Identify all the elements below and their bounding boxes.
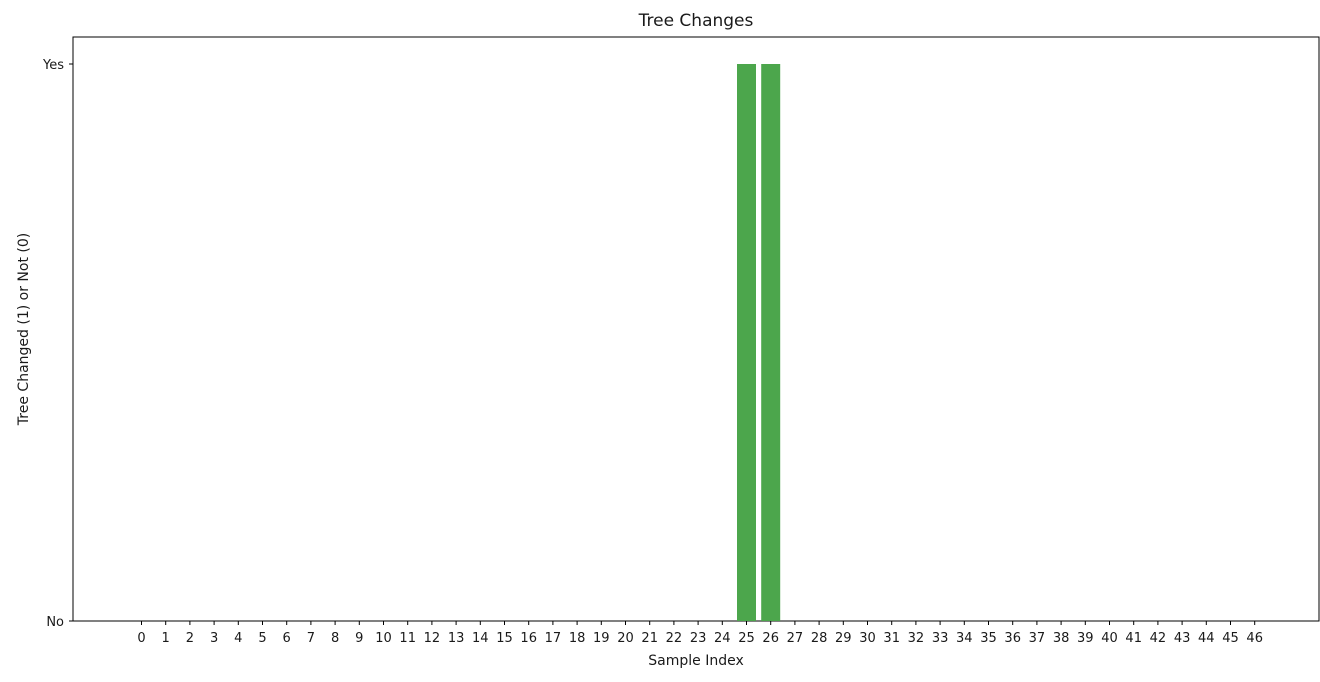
x-tick-label-5: 5: [258, 631, 266, 646]
x-tick-label-36: 36: [1004, 631, 1021, 646]
x-tick-label-7: 7: [307, 631, 315, 646]
x-tick-label-23: 23: [690, 631, 707, 646]
x-tick-label-2: 2: [186, 631, 194, 646]
x-axis-ticks: 0 1 2 3 4 5 6 7 8 9 10 11 12 13 14 15 16 17 18 19 20 21 22 23 24…: [137, 621, 1263, 646]
x-tick-label-28: 28: [811, 631, 828, 646]
x-tick-label-11: 11: [399, 631, 416, 646]
chart-title: Tree Changes: [638, 11, 754, 31]
x-tick-label-27: 27: [787, 631, 804, 646]
x-tick-label-34: 34: [956, 631, 973, 646]
x-tick-label-42: 42: [1150, 631, 1167, 646]
x-tick-label-37: 37: [1029, 631, 1046, 646]
x-tick-label-17: 17: [545, 631, 562, 646]
x-tick-label-39: 39: [1077, 631, 1094, 646]
y-axis-label: Tree Changed (1) or Not (0): [16, 233, 32, 426]
x-tick-label-4: 4: [234, 631, 242, 646]
x-tick-label-46: 46: [1246, 631, 1263, 646]
x-tick-label-3: 3: [210, 631, 218, 646]
x-tick-label-0: 0: [137, 631, 145, 646]
x-tick-label-15: 15: [496, 631, 513, 646]
x-tick-label-21: 21: [641, 631, 658, 646]
x-tick-label-14: 14: [472, 631, 489, 646]
x-tick-label-18: 18: [569, 631, 586, 646]
x-tick-label-10: 10: [375, 631, 392, 646]
bar-25: [737, 64, 756, 621]
x-tick-label-41: 41: [1125, 631, 1142, 646]
x-tick-label-9: 9: [355, 631, 363, 646]
x-tick-label-29: 29: [835, 631, 852, 646]
x-tick-label-16: 16: [520, 631, 537, 646]
x-tick-label-6: 6: [283, 631, 291, 646]
bar-26: [761, 64, 781, 621]
x-tick-label-32: 32: [908, 631, 925, 646]
x-tick-label-31: 31: [883, 631, 900, 646]
x-tick-label-24: 24: [714, 631, 731, 646]
x-tick-label-13: 13: [448, 631, 465, 646]
x-tick-label-35: 35: [980, 631, 997, 646]
x-tick-label-22: 22: [666, 631, 683, 646]
plot-area-frame: [72, 36, 1320, 622]
x-tick-label-30: 30: [859, 631, 876, 646]
x-tick-label-20: 20: [617, 631, 634, 646]
x-tick-label-8: 8: [331, 631, 339, 646]
y-axis-ticks: No Yes: [42, 58, 73, 630]
y-tick-label-yes: Yes: [42, 58, 64, 73]
x-tick-label-43: 43: [1174, 631, 1191, 646]
y-tick-label-no: No: [46, 615, 64, 630]
x-tick-label-19: 19: [593, 631, 610, 646]
x-tick-label-38: 38: [1053, 631, 1070, 646]
x-tick-label-33: 33: [932, 631, 949, 646]
x-tick-label-45: 45: [1222, 631, 1239, 646]
x-tick-label-25: 25: [738, 631, 755, 646]
x-tick-label-40: 40: [1101, 631, 1118, 646]
x-axis-label: Sample Index: [648, 653, 743, 669]
x-tick-label-44: 44: [1198, 631, 1215, 646]
x-tick-label-12: 12: [424, 631, 441, 646]
bars-group: [737, 64, 781, 621]
x-tick-label-1: 1: [162, 631, 170, 646]
x-tick-label-26: 26: [762, 631, 779, 646]
